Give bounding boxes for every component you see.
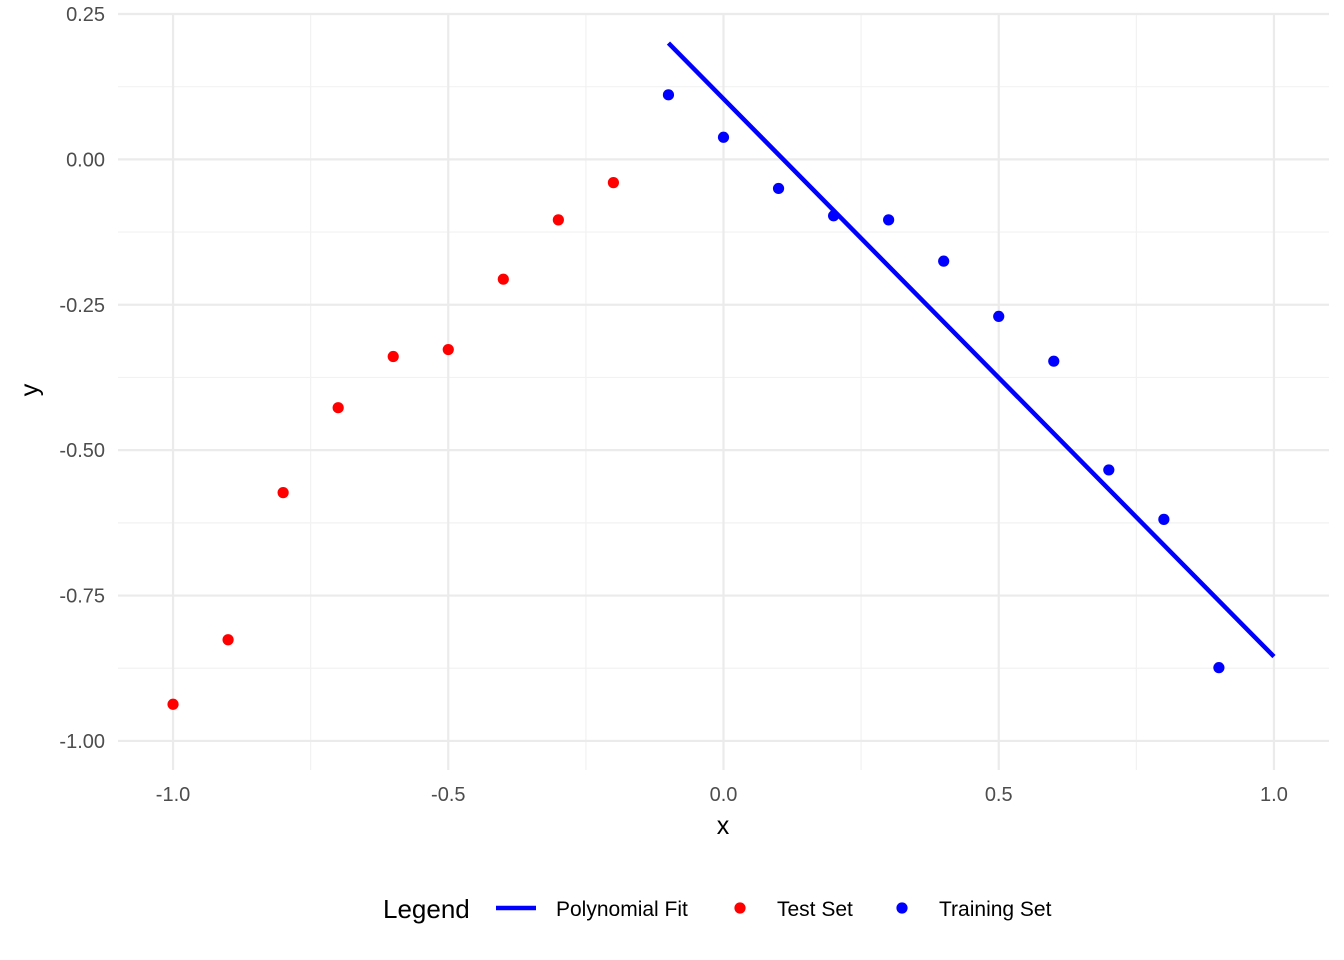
legend-title: Legend — [383, 894, 470, 924]
test-set-point — [167, 698, 179, 710]
training-set-point — [1103, 464, 1115, 476]
legend-label-polynomial-fit: Polynomial Fit — [556, 898, 688, 921]
y-axis-ticks: 0.25 0.00 -0.25 -0.50 -0.75 -1.00 — [59, 4, 105, 753]
y-axis-title: y — [16, 383, 44, 396]
test-set-point — [277, 487, 289, 499]
test-set-point — [332, 402, 344, 414]
test-set-point — [222, 634, 234, 646]
training-set-point — [883, 214, 895, 226]
y-tick-label: -0.75 — [59, 586, 105, 608]
training-set-point — [772, 182, 785, 195]
legend-key-test-set — [734, 902, 746, 914]
training-set-point — [993, 310, 1005, 322]
test-set-point — [552, 214, 564, 226]
training-set-point — [662, 89, 675, 101]
y-tick-label: -0.25 — [59, 295, 105, 317]
legend-label-test-set: Test Set — [777, 898, 853, 921]
y-tick-label: 0.00 — [66, 149, 105, 171]
x-tick-label: 0.0 — [710, 784, 738, 806]
test-set-point — [607, 177, 620, 189]
test-set-point — [442, 343, 454, 356]
training-set-point — [1213, 662, 1225, 674]
x-axis-title: x — [717, 812, 730, 840]
test-set-point — [497, 273, 509, 285]
x-tick-label: -0.5 — [431, 784, 465, 806]
polynomial-fit-line — [666, 41, 1276, 659]
legend-key-training-set — [896, 902, 908, 914]
training-set-point — [717, 131, 730, 143]
training-set-point — [1158, 513, 1170, 525]
legend-items: Polynomial Fit Test Set Training Set — [496, 898, 1052, 921]
legend: Legend Polynomial Fit Test Set Training Se… — [383, 894, 1052, 924]
x-axis-ticks: -1.0 -0.5 0.0 0.5 1.0 — [156, 784, 1288, 806]
x-tick-label: 0.5 — [985, 784, 1013, 806]
training-set-point — [938, 255, 950, 267]
plot-series — [167, 41, 1276, 710]
y-tick-label: -1.00 — [59, 731, 105, 753]
training-set-point — [1048, 355, 1060, 367]
major-grid — [118, 12, 1329, 770]
x-tick-label: -1.0 — [156, 784, 190, 806]
training-set-point — [827, 210, 840, 222]
y-tick-label: -0.50 — [59, 440, 105, 462]
x-tick-label: 1.0 — [1260, 784, 1288, 806]
test-set-point — [387, 350, 399, 363]
legend-label-training-set: Training Set — [939, 898, 1052, 921]
y-tick-label: 0.25 — [66, 4, 105, 26]
